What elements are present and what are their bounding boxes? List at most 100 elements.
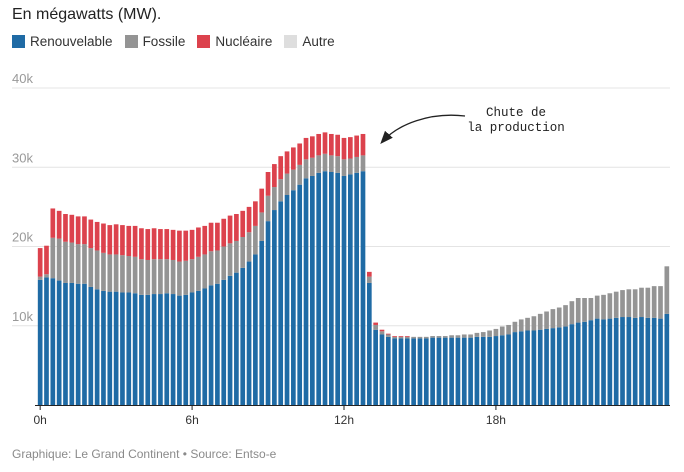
legend-label-fossile: Fossile (142, 34, 186, 49)
bar-renouvelable-6 (75, 283, 81, 405)
bar-fossile-80 (544, 311, 549, 329)
bar-renouvelable-33 (246, 261, 252, 405)
bar-fossile-43 (310, 157, 315, 176)
bar-fossile-62 (430, 336, 435, 338)
bar-renouvelable-60 (417, 338, 423, 405)
bar-renouvelable-75 (512, 332, 518, 405)
bar-renouvelable-63 (436, 337, 442, 405)
legend-label-autre: Autre (302, 34, 335, 49)
bar-renouvelable-62 (430, 337, 435, 405)
bar-nucléaire-14 (126, 225, 132, 257)
bar-nucléaire-57 (398, 336, 404, 337)
bar-renouvelable-90 (607, 318, 613, 405)
bar-renouvelable-46 (329, 172, 334, 405)
bar-fossile-5 (69, 242, 75, 283)
bar-fossile-54 (379, 331, 385, 335)
bar-fossile-10 (101, 252, 106, 291)
bar-fossile-99 (664, 266, 670, 314)
bar-fossile-22 (177, 261, 182, 296)
bar-renouvelable-31 (234, 272, 239, 405)
bar-fossile-21 (170, 259, 176, 295)
x-tick-label: 0h (33, 413, 46, 427)
bar-fossile-60 (417, 336, 423, 339)
bar-fossile-53 (373, 324, 378, 330)
bar-fossile-48 (341, 159, 347, 176)
bar-nucléaire-37 (272, 164, 277, 188)
legend-swatch-fossile (124, 35, 138, 48)
legend-swatch-nucleaire (197, 35, 211, 48)
bar-renouvelable-48 (341, 175, 347, 405)
bar-renouvelable-55 (385, 336, 391, 405)
bar-nucléaire-43 (310, 136, 315, 158)
bar-renouvelable-95 (639, 317, 644, 405)
bar-renouvelable-61 (423, 338, 429, 405)
bar-fossile-71 (487, 330, 492, 337)
bar-fossile-96 (645, 287, 651, 318)
legend: Renouvelable Fossile Nucléaire Autre (12, 34, 335, 49)
bar-nucléaire-38 (278, 156, 284, 180)
bar-nucléaire-10 (101, 223, 106, 253)
bar-nucléaire-58 (404, 336, 410, 337)
bar-renouvelable-98 (658, 318, 663, 405)
bar-renouvelable-49 (347, 174, 353, 405)
bar-renouvelable-12 (113, 291, 119, 405)
bar-fossile-17 (145, 259, 151, 295)
bar-renouvelable-68 (468, 337, 473, 405)
bar-fossile-18 (151, 259, 157, 295)
bar-renouvelable-65 (449, 337, 454, 405)
bar-renouvelable-5 (69, 282, 75, 405)
bar-fossile-23 (183, 260, 189, 295)
bar-renouvelable-91 (613, 317, 619, 405)
bar-renouvelable-79 (537, 329, 543, 405)
bar-nucléaire-55 (385, 333, 391, 335)
bar-renouvelable-88 (594, 318, 600, 405)
bar-nucléaire-6 (75, 216, 81, 245)
x-tick-label: 6h (185, 413, 198, 427)
bars (37, 132, 670, 405)
legend-label-nucleaire: Nucléaire (215, 34, 273, 49)
chart-subtitle: En mégawatts (MW). (12, 6, 162, 23)
bar-fossile-46 (329, 155, 334, 172)
source-footer: Graphique: Le Grand Continent • Source: … (12, 447, 277, 461)
bar-nucléaire-12 (113, 224, 119, 255)
bar-nucléaire-8 (88, 219, 94, 249)
bar-nucléaire-16 (139, 228, 144, 260)
legend-label-renouvelable: Renouvelable (30, 34, 113, 49)
bar-nucléaire-29 (221, 218, 227, 247)
bar-renouvelable-74 (506, 334, 511, 405)
bar-renouvelable-15 (132, 293, 138, 405)
bar-renouvelable-36 (265, 221, 271, 405)
bar-renouvelable-32 (240, 267, 246, 405)
bar-renouvelable-39 (284, 194, 290, 405)
bar-fossile-7 (82, 244, 87, 284)
bar-fossile-77 (525, 317, 530, 331)
bar-renouvelable-57 (398, 338, 404, 405)
bar-renouvelable-38 (278, 201, 284, 405)
y-tick-label: 30k (12, 150, 33, 165)
bar-fossile-61 (423, 336, 429, 339)
bar-fossile-66 (455, 335, 461, 338)
bar-fossile-29 (221, 246, 227, 280)
bar-nucléaire-7 (82, 216, 87, 245)
bar-renouvelable-37 (272, 210, 277, 405)
bar-nucléaire-33 (246, 206, 252, 233)
bar-nucléaire-47 (335, 134, 341, 157)
bar-nucléaire-39 (284, 151, 290, 174)
bar-renouvelable-8 (88, 286, 94, 405)
bar-nucléaire-53 (373, 322, 378, 325)
bar-fossile-47 (335, 156, 341, 173)
x-axis: 0h 6h 12h 18h (33, 405, 670, 427)
bar-fossile-55 (385, 334, 391, 337)
bar-renouvelable-59 (411, 338, 416, 405)
bar-fossile-40 (291, 169, 296, 191)
bar-nucléaire-27 (208, 222, 214, 252)
bar-nucléaire-13 (120, 225, 125, 256)
bar-fossile-39 (284, 173, 290, 195)
bar-fossile-75 (512, 321, 518, 333)
bar-fossile-37 (272, 187, 277, 211)
bar-fossile-45 (322, 153, 328, 172)
bar-renouvelable-42 (303, 178, 309, 405)
legend-item-autre: Autre (284, 34, 335, 49)
bar-renouvelable-11 (107, 291, 113, 405)
bar-renouvelable-96 (645, 317, 651, 405)
